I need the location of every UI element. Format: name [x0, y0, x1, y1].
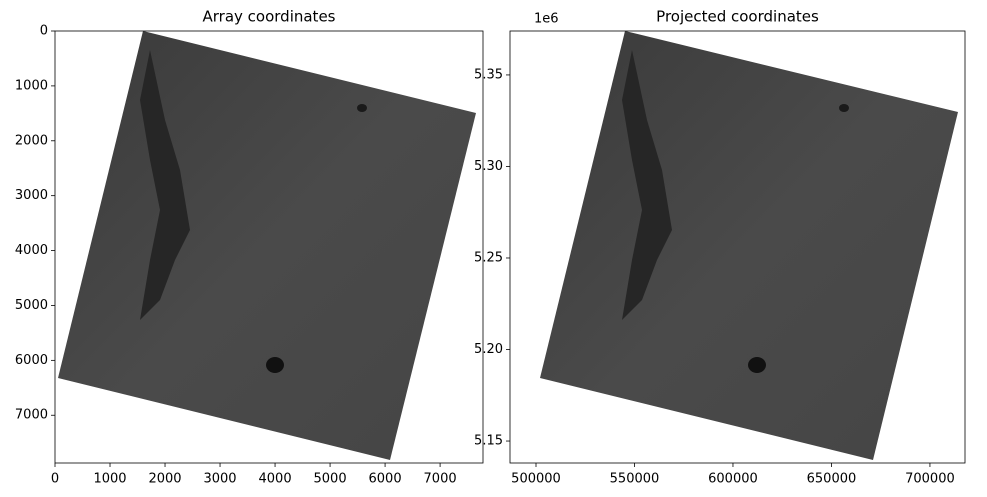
y-offset-label: 1e6 — [534, 12, 559, 27]
x-tick-label: 3000 — [203, 472, 236, 487]
image-left — [58, 31, 476, 460]
x-tick-label: 550000 — [610, 472, 660, 487]
y-tick-label: 6000 — [15, 353, 48, 368]
water-body — [140, 50, 190, 320]
y-tick-label: 1000 — [15, 78, 48, 93]
y-tick-label: 7000 — [15, 408, 48, 423]
y-tick-label: 5.30 — [474, 159, 503, 174]
axes-frame — [54, 30, 484, 464]
mountain — [748, 357, 766, 373]
x-tick-label: 650000 — [807, 472, 857, 487]
y-tick-label: 5.25 — [474, 250, 503, 265]
satellite-image — [540, 31, 958, 460]
axes-title: Array coordinates — [203, 8, 336, 26]
y-tick-label: 5.15 — [474, 434, 503, 449]
x-tick-label: 1000 — [93, 472, 126, 487]
satellite-image — [58, 31, 476, 460]
y-tick-label: 2000 — [15, 133, 48, 148]
mountain — [266, 357, 284, 373]
y-tick-label: 0 — [40, 24, 48, 39]
lake — [357, 104, 367, 112]
x-tick-label: 5000 — [314, 472, 347, 487]
y-tick-label: 3000 — [15, 188, 48, 203]
axes-title: Projected coordinates — [656, 8, 819, 26]
image-right — [540, 31, 958, 460]
x-tick-label: 7000 — [424, 472, 457, 487]
x-tick-label: 600000 — [708, 472, 758, 487]
x-tick-label: 0 — [51, 472, 59, 487]
x-tick-label: 700000 — [905, 472, 955, 487]
y-tick-label: 5000 — [15, 298, 48, 313]
x-tick-label: 500000 — [511, 472, 561, 487]
axes-frame — [509, 30, 966, 464]
x-tick-label: 2000 — [148, 472, 181, 487]
y-tick-label: 5.20 — [474, 342, 503, 357]
y-tick-label: 4000 — [15, 243, 48, 258]
x-tick-label: 6000 — [369, 472, 402, 487]
lake — [839, 104, 849, 112]
water-body — [622, 50, 672, 320]
x-tick-label: 4000 — [259, 472, 292, 487]
y-tick-label: 5.35 — [474, 67, 503, 82]
